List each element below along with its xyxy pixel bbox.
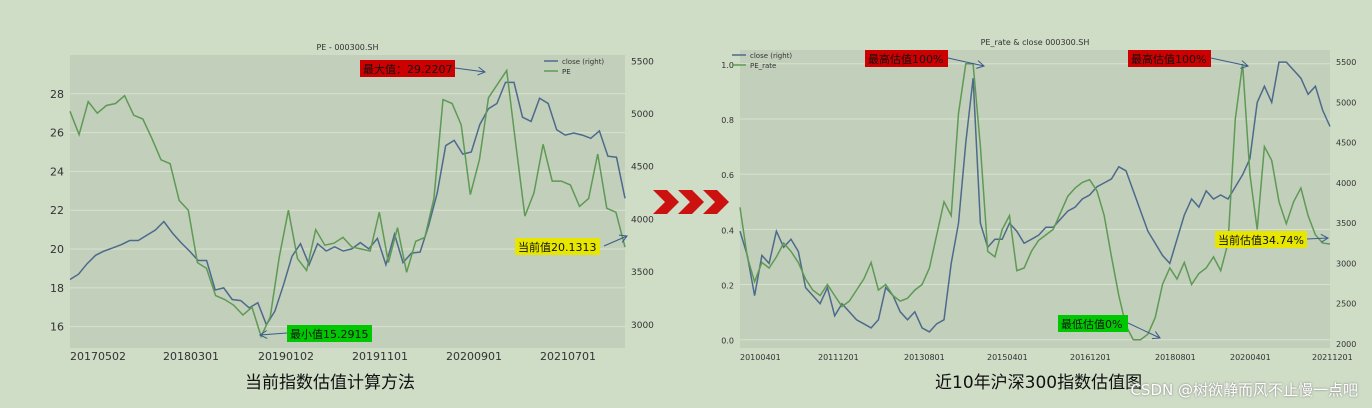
annotation-arrowhead [976, 60, 985, 69]
legend-label: close (right) [562, 58, 604, 66]
annotation-arrowhead [618, 234, 628, 243]
y-tick-left: 0.6 [721, 171, 734, 180]
annotation-label: 最高估值100% [1131, 52, 1206, 66]
y-tick-left: 28 [50, 88, 64, 101]
annotation-arrow [454, 67, 486, 73]
plot-area [740, 50, 1330, 348]
annotation-arrow [259, 332, 288, 336]
annotation-arrowhead [477, 66, 486, 76]
chart-title: PE - 000300.SH [316, 43, 378, 52]
plot-area [70, 55, 625, 348]
x-tick-label: 20180801 [1155, 353, 1196, 362]
annotation-label: 最高估值100% [868, 52, 943, 66]
chevron-arrow [678, 190, 704, 214]
y-tick-left: 0.4 [721, 226, 734, 235]
annotation-box [360, 60, 455, 77]
y-tick-left: 18 [50, 282, 64, 295]
annotation-arrow [603, 235, 628, 247]
y-tick-left: 16 [50, 321, 64, 334]
chart-title: PE_rate & close 000300.SH [981, 38, 1090, 47]
annotation-arrow [1210, 57, 1249, 67]
annotation-arrowhead [1320, 233, 1330, 243]
annotation-label: 当前值20.1313 [518, 240, 597, 254]
series-line-pe [69, 68, 626, 339]
legend-label: close (right) [750, 52, 792, 60]
y-tick-left: 22 [50, 204, 64, 217]
y-tick-right: 3500 [631, 268, 654, 278]
watermark: CSDN @树欲静而风不止慢一点吧 [1130, 381, 1358, 399]
pe-rate-chart-caption: 近10年沪深300指数估值图 [935, 373, 1143, 393]
annotation-box [1128, 50, 1211, 67]
x-tick-label: 20211201 [1312, 353, 1353, 362]
y-tick-right: 4500 [1336, 139, 1356, 148]
annotation-arrowhead [1240, 60, 1249, 69]
annotation-arrowhead [258, 330, 268, 339]
y-tick-right: 4000 [631, 215, 654, 225]
annotation-box [515, 238, 600, 255]
chevron-arrow [703, 190, 729, 214]
x-tick-label: 20100401 [740, 353, 781, 362]
y-tick-left: 1.0 [721, 61, 734, 70]
y-tick-right: 3000 [1336, 259, 1356, 268]
annotation-label: 最小值15.2915 [290, 328, 369, 341]
y-tick-right: 5500 [631, 57, 654, 67]
legend-label: PE_rate [750, 62, 776, 70]
annotation-box [865, 50, 948, 67]
y-tick-right: 4000 [1336, 179, 1356, 188]
annotation-arrow [1306, 237, 1329, 240]
y-tick-left: 0.2 [721, 282, 734, 291]
x-tick-label: 20111201 [818, 353, 859, 362]
x-tick-label: 20190102 [258, 350, 314, 363]
y-tick-left: 20 [50, 243, 64, 256]
transition-arrows [653, 190, 729, 214]
x-tick-label: 20150401 [987, 353, 1028, 362]
y-tick-right: 2500 [1336, 300, 1356, 309]
y-tick-left: 0.0 [721, 337, 734, 346]
x-tick-label: 20170502 [70, 350, 126, 363]
y-tick-right: 5000 [1336, 98, 1356, 107]
annotation-arrowhead [1151, 331, 1161, 340]
x-tick-label: 20200901 [446, 350, 502, 363]
x-tick-label: 20191101 [352, 350, 408, 363]
series-line-pe [739, 63, 1331, 341]
x-tick-label: 20210701 [540, 350, 596, 363]
y-tick-right: 2000 [1336, 340, 1356, 349]
y-tick-right: 4500 [631, 163, 654, 173]
y-tick-right: 3000 [631, 321, 654, 331]
annotation-box [1058, 315, 1128, 332]
legend-label: PE [562, 68, 571, 76]
chevron-arrow [653, 190, 679, 214]
x-tick-label: 20200401 [1230, 353, 1271, 362]
annotation-arrow [1127, 322, 1161, 339]
annotation-box [1215, 231, 1307, 248]
y-tick-right: 3500 [1336, 219, 1356, 228]
pe-chart-caption: 当前指数估值计算方法 [245, 373, 415, 393]
annotation-box [287, 325, 372, 342]
y-tick-left: 26 [50, 127, 64, 140]
y-tick-left: 24 [50, 165, 64, 178]
x-tick-label: 20130801 [904, 353, 945, 362]
y-tick-right: 5500 [1336, 58, 1356, 67]
annotation-label: 最低估值0% [1061, 318, 1122, 331]
annotation-label: 当前估值34.74% [1218, 233, 1304, 247]
x-tick-label: 20180301 [163, 350, 219, 363]
series-line-close [69, 81, 626, 327]
annotation-arrow [947, 57, 985, 67]
annotation-label: 最大值：29.2207 [363, 62, 453, 76]
pe-chart: PE - 000300.SH 16 18 20 22 24 26 28 3000 3500 4000… [50, 43, 654, 363]
x-tick-label: 20161201 [1070, 353, 1111, 362]
pe-rate-chart: PE_rate & close 000300.SH 0.0 0.2 0.4 0.6 0.8… [721, 38, 1356, 362]
y-tick-left: 0.8 [721, 116, 734, 125]
y-tick-right: 5000 [631, 110, 654, 120]
